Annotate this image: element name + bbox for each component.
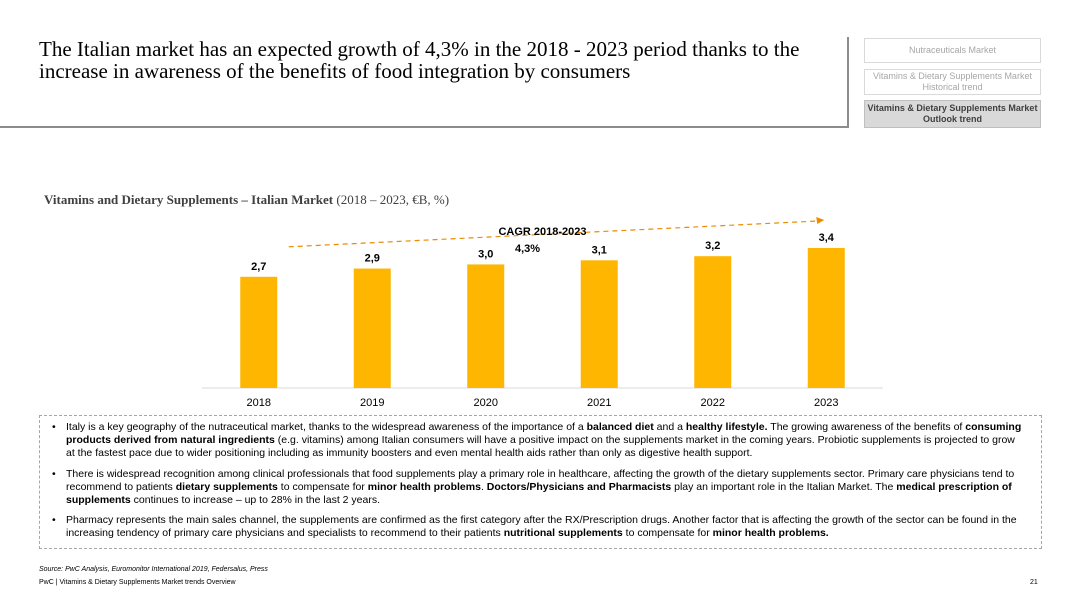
data-label-2021: 3,1 xyxy=(592,244,607,256)
bullet-emphasis: minor health problems xyxy=(367,480,481,493)
x-tick-2020: 2020 xyxy=(474,397,498,409)
bullet-emphasis: healthy lifestyle. xyxy=(685,421,768,433)
nav-outlook-trend[interactable]: Vitamins & Dietary Supplements Market Ou… xyxy=(864,100,1041,128)
bullet-text: to compensate for xyxy=(277,480,368,493)
bullet-emphasis: minor health problems. xyxy=(712,527,829,540)
data-label-2020: 3,0 xyxy=(478,248,493,260)
chart-title-main: Vitamins and Dietary Supplements – Itali… xyxy=(44,192,334,207)
insight-bullet: There is widespread recognition among cl… xyxy=(52,467,1023,508)
x-tick-2023: 2023 xyxy=(814,397,838,409)
nav-label: Vitamins & Dietary Supplements Market Hi… xyxy=(873,71,1032,92)
x-tick-2019: 2019 xyxy=(360,397,384,409)
data-label-2019: 2,9 xyxy=(365,253,380,265)
title-divider-vertical xyxy=(847,37,849,128)
bar-2018 xyxy=(240,276,278,388)
data-label-2022: 3,2 xyxy=(705,240,720,252)
x-tick-2021: 2021 xyxy=(587,397,611,409)
bullet-text: to compensate for xyxy=(622,527,713,540)
bullet-text: The growing awareness of the benefits of xyxy=(767,421,966,433)
bullet-text: Pharmacy represents the main sales chann… xyxy=(66,514,1017,540)
insights-list: Italy is a key geography of the nutraceu… xyxy=(52,421,1023,541)
insight-bullet: Pharmacy represents the main sales chann… xyxy=(52,514,1023,540)
data-label-2023: 3,4 xyxy=(819,232,835,244)
page-title: The Italian market has an expected growt… xyxy=(39,37,800,83)
bar-2019 xyxy=(353,268,391,388)
cagr-label: CAGR 2018-2023 xyxy=(498,226,586,238)
page-number: 21 xyxy=(1030,579,1038,586)
bullet-text: . xyxy=(480,480,487,493)
bullet-text: There is widespread recognition among cl… xyxy=(66,467,1015,493)
cagr-arrow-line xyxy=(288,220,819,248)
bullet-emphasis: nutritional supplements xyxy=(503,527,623,540)
x-tick-2022: 2022 xyxy=(701,397,725,409)
bullet-text: Italy is a key geography of the nutraceu… xyxy=(66,421,587,433)
title-divider-horizontal xyxy=(0,126,849,128)
bar-chart: 2,7 2018 2,9 2019 3,0 2020 3,1 2021 3,2 2022 3,4 20… xyxy=(202,216,883,409)
bullet-text: play an important role in the Italian Ma… xyxy=(671,480,897,493)
footer-text: PwC | Vitamins & Dietary Supplements Mar… xyxy=(39,579,236,586)
key-insights-box: Italy is a key geography of the nutraceu… xyxy=(39,415,1042,549)
insight-bullet: Italy is a key geography of the nutraceu… xyxy=(52,421,1023,461)
chart-title: Vitamins and Dietary Supplements – Itali… xyxy=(44,192,449,208)
bullet-emphasis: balanced diet xyxy=(586,421,654,433)
nav-nutraceuticals-market[interactable]: Nutraceuticals Market xyxy=(864,38,1041,63)
data-label-2018: 2,7 xyxy=(251,261,266,273)
bar-2022 xyxy=(694,256,732,388)
bullet-text: continues to increase – up to 28% in the… xyxy=(130,494,380,507)
source-note: Source: PwC Analysis, Euromonitor Intern… xyxy=(39,566,268,573)
bullet-text: (e.g. vitamins) among Italian consumers … xyxy=(66,434,1015,460)
bar-2020 xyxy=(467,264,505,388)
chart-title-units: (2018 – 2023, €B, %) xyxy=(333,192,450,207)
bar-2023 xyxy=(807,247,845,388)
cagr-value: 4,3% xyxy=(515,243,540,255)
bar-2021 xyxy=(580,260,618,388)
cagr-arrow-head xyxy=(816,216,825,224)
nav-label: Vitamins & Dietary Supplements Market Ou… xyxy=(867,103,1038,124)
bullet-emphasis: Doctors/Physicians and Pharmacists xyxy=(486,480,672,493)
bullet-text: and a xyxy=(653,421,686,433)
bullet-emphasis: dietary supplements xyxy=(175,480,278,493)
nav-historical-trend[interactable]: Vitamins & Dietary Supplements Market Hi… xyxy=(864,69,1041,95)
nav-label: Nutraceuticals Market xyxy=(908,45,997,55)
x-tick-2018: 2018 xyxy=(247,397,271,409)
bullet-emphasis: consuming products derived from natural … xyxy=(66,421,1022,447)
bullet-emphasis: medical prescription of supplements xyxy=(66,480,1012,507)
